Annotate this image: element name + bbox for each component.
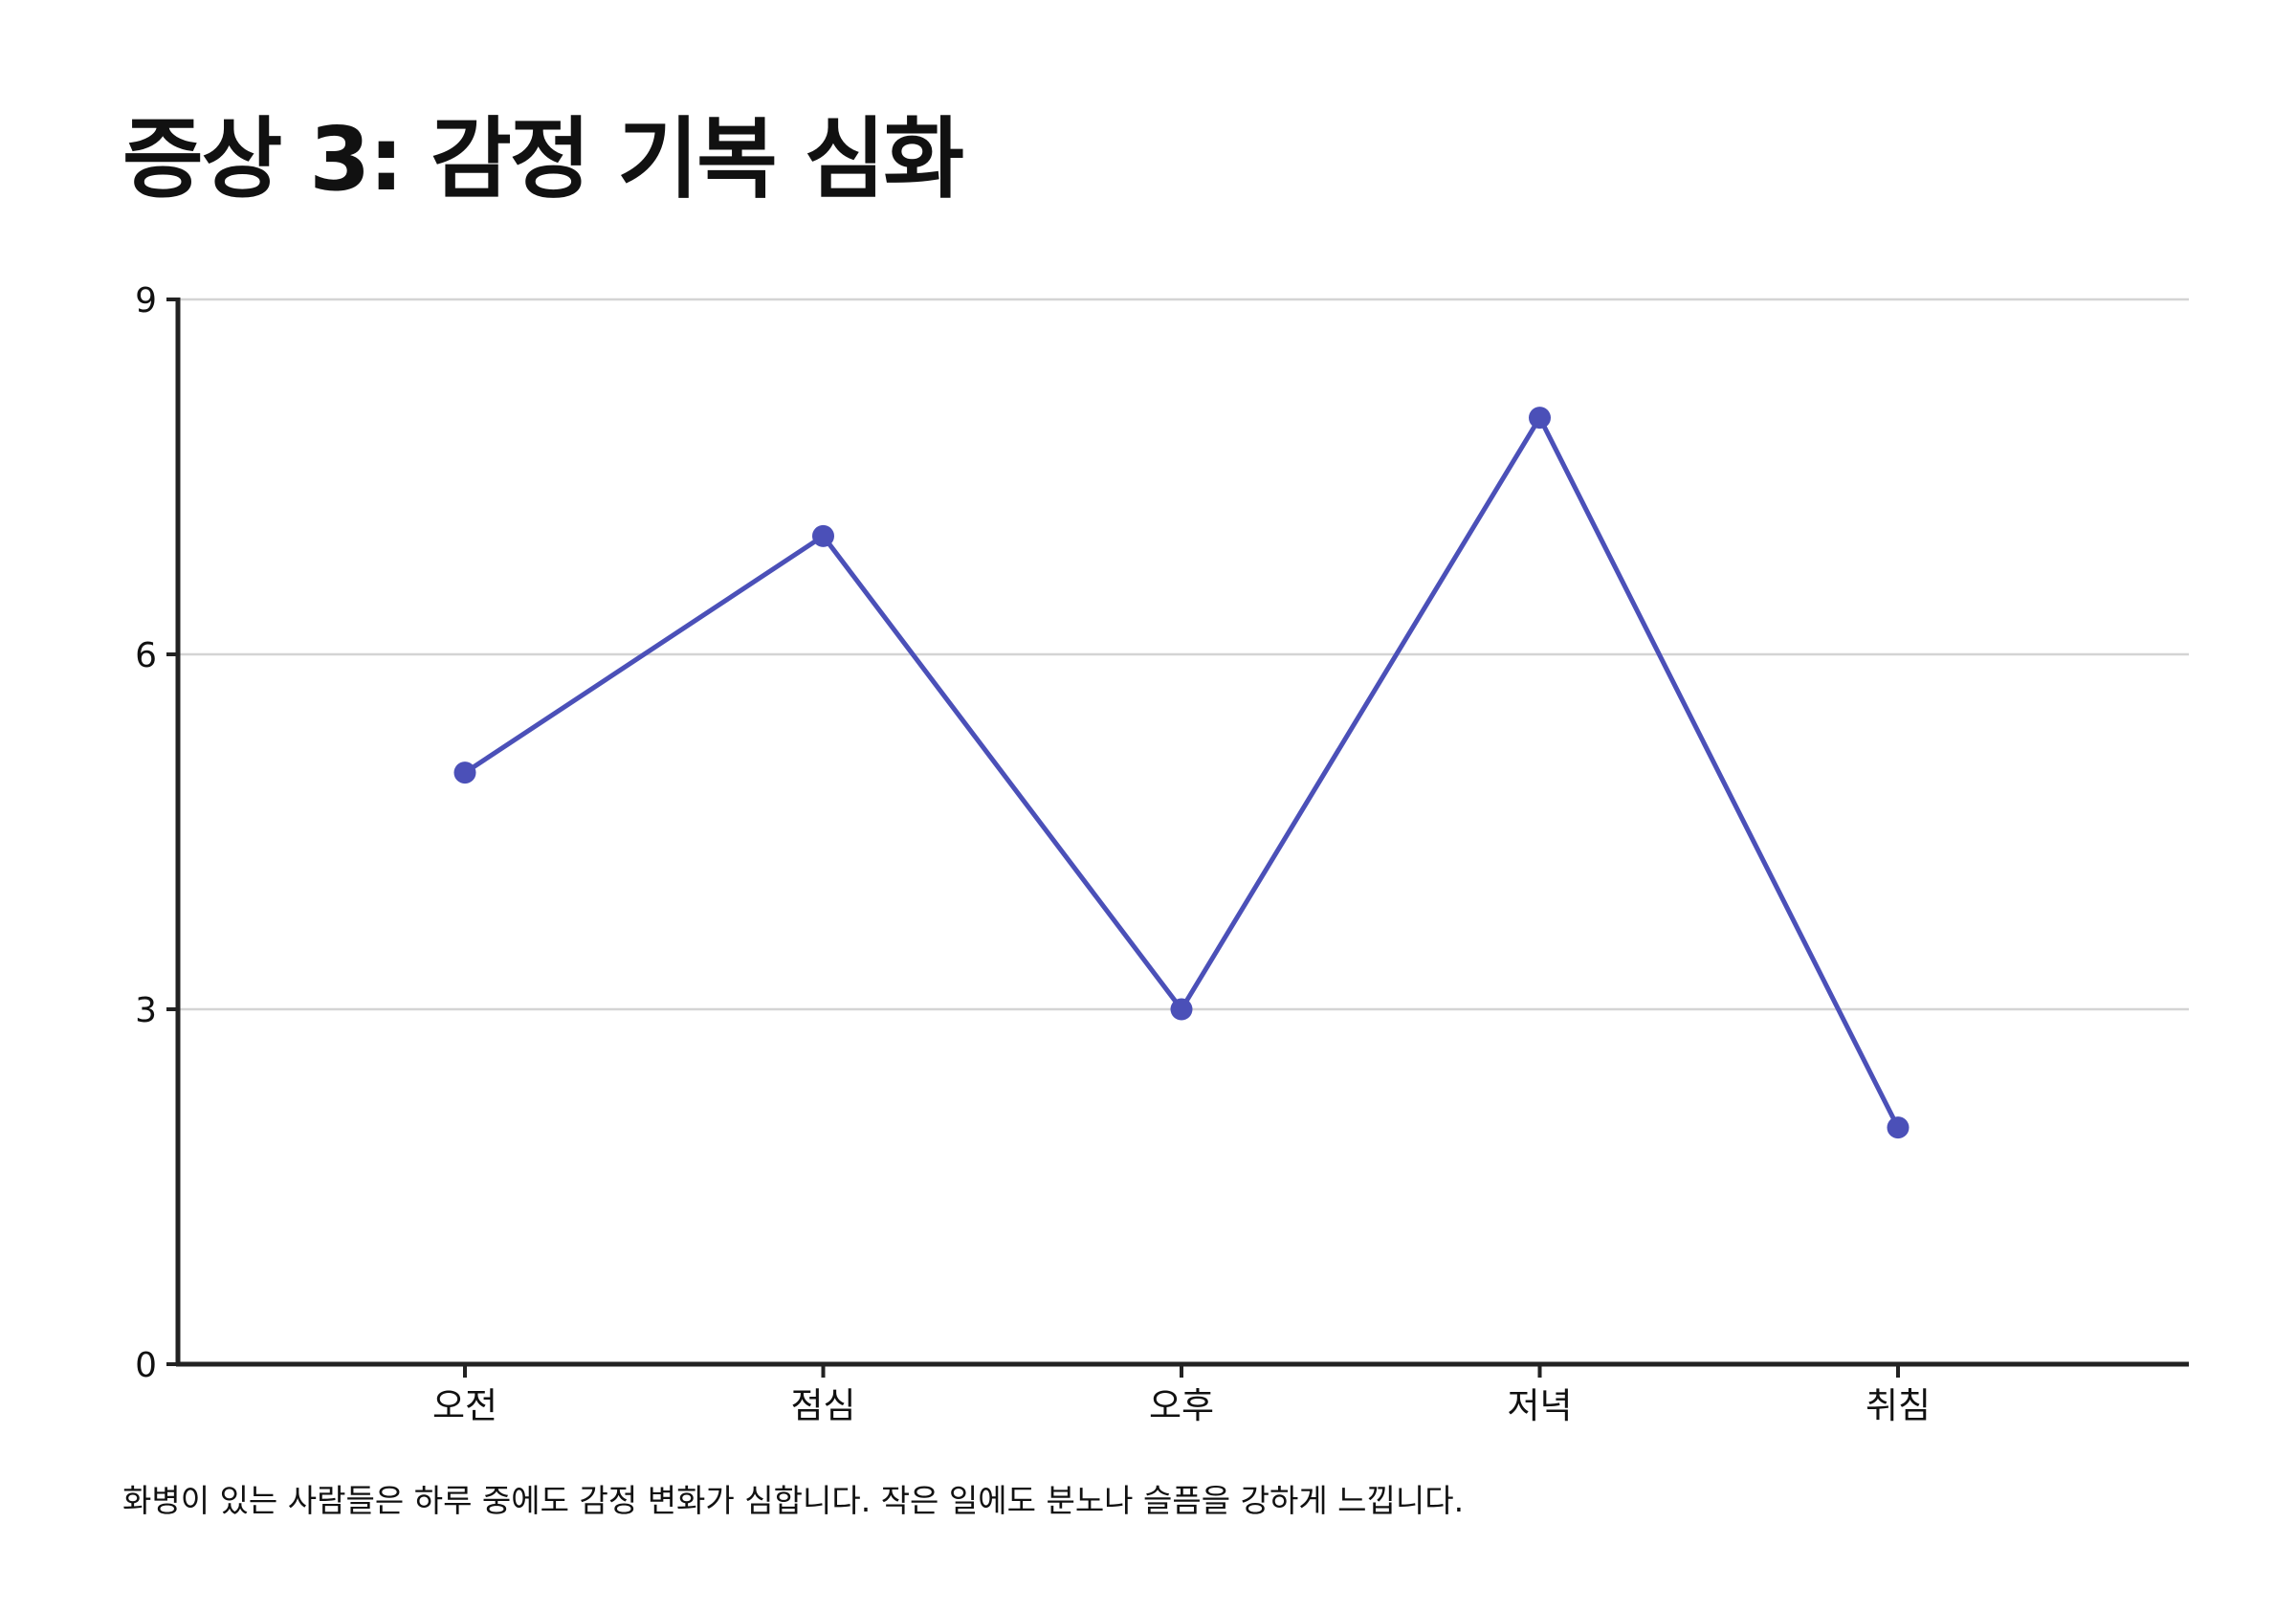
y-tick-label: 0 [135,1346,157,1385]
x-tick-label: 점심 [790,1385,855,1426]
x-tick-label: 취침 [1866,1385,1931,1426]
grid-lines [178,298,2189,1011]
y-tick-label: 9 [135,281,157,320]
series [453,407,1910,1139]
data-point [1170,998,1193,1021]
data-point [812,524,834,547]
data-point [1887,1116,1910,1139]
chart-caption: 화병이 있는 사람들은 하루 중에도 감정 변화가 심합니다. 작은 일에도 분… [122,1482,1465,1519]
y-tick-label: 6 [135,636,157,675]
data-point [1529,407,1551,430]
chart-title: 증상 3: 감정 기복 심화 [122,108,964,210]
series-line [463,415,1901,1129]
x-tick-label: 오후 [1149,1385,1214,1426]
x-tick-label: 저녁 [1507,1385,1572,1426]
axes [166,298,2189,1378]
tick-labels: 0 3 6 9 오전 점심 오후 저녁 취침 [135,281,1931,1426]
y-tick-label: 3 [135,991,157,1030]
data-point [453,761,476,784]
x-tick-label: 오전 [432,1385,497,1426]
